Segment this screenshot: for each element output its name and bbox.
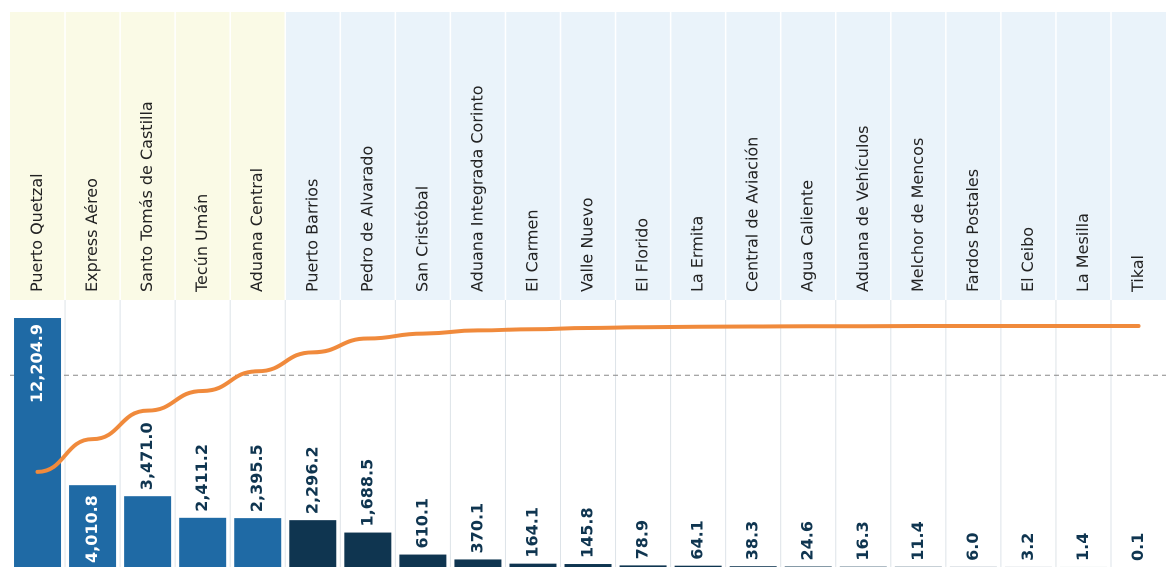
value-label: 370.1 — [467, 503, 486, 554]
bar — [69, 485, 117, 567]
value-label: 1,688.5 — [357, 459, 376, 527]
value-label: 2,411.2 — [192, 444, 211, 512]
category-label: Melchor de Mencos — [908, 138, 927, 292]
value-label: 0.1 — [1128, 533, 1147, 561]
bar — [674, 565, 722, 567]
value-label: 78.9 — [633, 520, 652, 559]
category-label: La Ermita — [688, 216, 707, 292]
value-label: 4,010.8 — [82, 495, 101, 563]
bar — [509, 563, 557, 567]
value-label: 145.8 — [578, 507, 597, 558]
category-label: Tikal — [1128, 255, 1147, 293]
bar — [124, 496, 172, 567]
category-label: Santo Tomás de Castilla — [137, 101, 156, 292]
value-label: 610.1 — [412, 498, 431, 549]
category-label: Aduana de Vehículos — [853, 125, 872, 292]
value-label: 164.1 — [522, 507, 541, 558]
bar — [619, 565, 667, 567]
category-label: El Florido — [633, 218, 652, 292]
category-label: El Carmen — [522, 210, 541, 292]
cumulative-line — [35, 324, 1141, 474]
bar — [344, 532, 392, 567]
category-label: Express Aéreo — [82, 178, 101, 292]
value-label: 16.3 — [853, 521, 872, 560]
bar — [289, 520, 337, 567]
value-label: 1.4 — [1073, 533, 1092, 561]
category-label: Pedro de Alvarado — [357, 146, 376, 292]
value-label: 2,296.2 — [302, 446, 321, 514]
category-label: La Mesilla — [1073, 213, 1092, 292]
category-label: Fardos Postales — [963, 169, 982, 292]
bar — [234, 518, 282, 567]
category-label: Aduana Integrada Corinto — [467, 85, 486, 292]
value-label: 38.3 — [743, 521, 762, 560]
category-label: Valle Nuevo — [578, 197, 597, 292]
category-label: El Ceibo — [1018, 227, 1037, 292]
category-label: Aduana Central — [247, 168, 266, 292]
value-label: 6.0 — [963, 533, 982, 561]
value-label: 11.4 — [908, 521, 927, 560]
value-label: 64.1 — [688, 520, 707, 559]
category-label: Puerto Quetzal — [27, 173, 46, 292]
bar — [179, 517, 227, 567]
value-label: 3.2 — [1018, 533, 1037, 561]
group-background — [10, 12, 286, 300]
bar — [564, 564, 612, 567]
value-label: 12,204.9 — [27, 324, 46, 403]
bar — [14, 318, 62, 567]
bar — [454, 559, 502, 567]
category-label: Agua Caliente — [798, 180, 817, 292]
bar — [399, 554, 447, 567]
value-label: 24.6 — [798, 521, 817, 560]
value-label: 2,395.5 — [247, 444, 266, 512]
value-label: 3,471.0 — [137, 422, 156, 490]
category-label: Puerto Barrios — [302, 179, 321, 292]
category-label: San Cristóbal — [412, 186, 431, 292]
category-label: Tecún Umán — [192, 194, 211, 293]
category-label: Central de Aviación — [743, 137, 762, 292]
